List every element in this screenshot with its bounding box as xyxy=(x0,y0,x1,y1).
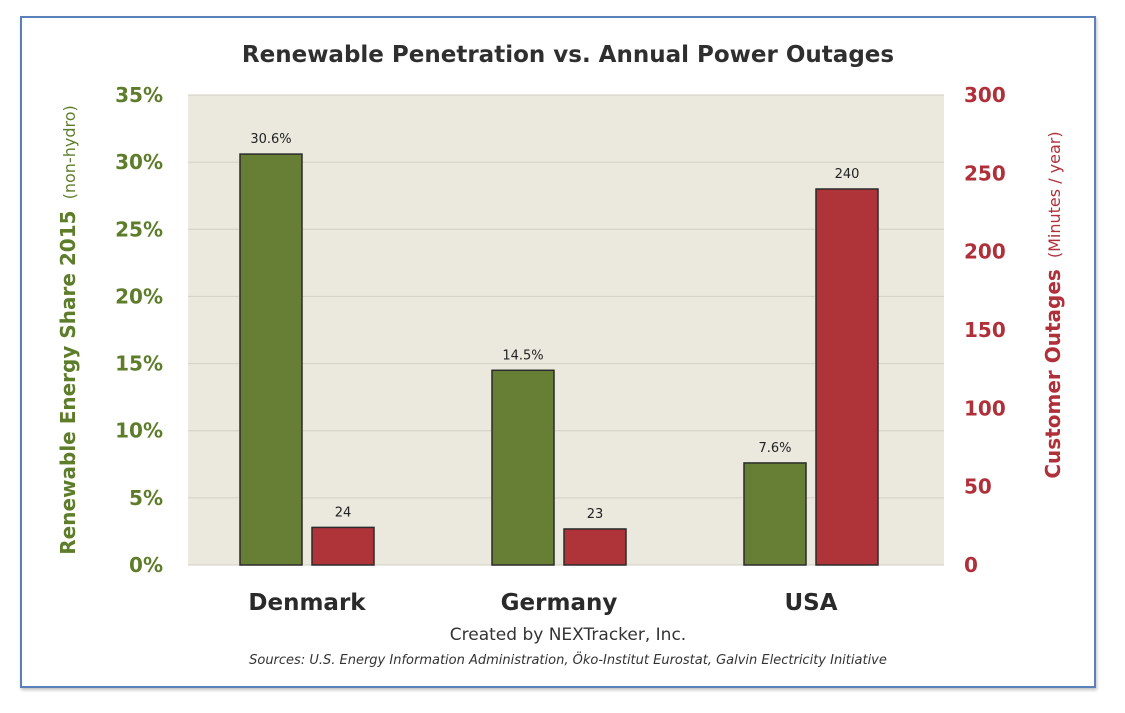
outage-bar xyxy=(311,526,375,566)
right-axis-label-sub: (Minutes / year) xyxy=(1045,131,1064,258)
outage-bar xyxy=(815,188,879,566)
renewable-share-data-label: 7.6% xyxy=(758,441,791,456)
renewable-share-data-label: 30.6% xyxy=(250,132,291,147)
outage-bar xyxy=(563,528,627,566)
bars xyxy=(239,153,879,566)
left-axis-ticks: 0% 5% 10% 15% 20% 25% 30% 35% xyxy=(115,83,163,577)
left-tick-label: 35% xyxy=(115,83,163,107)
data-labels: 30.6% 24 14.5% 23 7.6% 240 xyxy=(250,132,859,522)
chart-title: Renewable Penetration vs. Annual Power O… xyxy=(242,42,894,68)
left-tick-label: 25% xyxy=(115,217,163,241)
left-tick-label: 30% xyxy=(115,150,163,174)
left-tick-label: 0% xyxy=(129,553,163,577)
outage-data-label: 24 xyxy=(335,505,352,520)
renewable-share-bar xyxy=(239,153,303,566)
left-tick-label: 20% xyxy=(115,284,163,308)
category-label: Denmark xyxy=(248,590,366,616)
category-label: USA xyxy=(784,590,837,616)
credit-text: Created by NEXTracker, Inc. xyxy=(450,625,686,645)
renewable-share-bar xyxy=(491,369,555,566)
left-tick-label: 10% xyxy=(115,419,163,443)
outage-data-label: 240 xyxy=(835,167,860,182)
right-axis-ticks: 0 50 100 150 200 250 300 xyxy=(964,83,1006,577)
left-tick-label: 5% xyxy=(129,486,163,510)
renewable-share-bar xyxy=(743,462,807,566)
category-label: Germany xyxy=(501,590,618,616)
right-axis-label: Customer Outages (Minutes / year) xyxy=(1041,131,1065,478)
left-axis-label-sub: (non-hydro) xyxy=(60,105,79,199)
right-tick-label: 0 xyxy=(964,553,978,577)
left-axis-label-main: Renewable Energy Share 2015 xyxy=(56,210,80,554)
outage-data-label: 23 xyxy=(587,507,604,522)
renewable-share-data-label: 14.5% xyxy=(502,348,543,363)
right-tick-label: 150 xyxy=(964,318,1006,342)
right-tick-label: 250 xyxy=(964,161,1006,185)
left-tick-label: 15% xyxy=(115,352,163,376)
sources-text: Sources: U.S. Energy Information Adminis… xyxy=(249,651,887,668)
right-tick-label: 50 xyxy=(964,475,992,499)
left-axis-label: Renewable Energy Share 2015 (non-hydro) xyxy=(56,105,80,554)
category-labels: Denmark Germany USA xyxy=(248,590,837,616)
right-tick-label: 200 xyxy=(964,240,1006,264)
right-tick-label: 300 xyxy=(964,83,1006,107)
right-tick-label: 100 xyxy=(964,396,1006,420)
right-axis-label-main: Customer Outages xyxy=(1041,269,1065,478)
